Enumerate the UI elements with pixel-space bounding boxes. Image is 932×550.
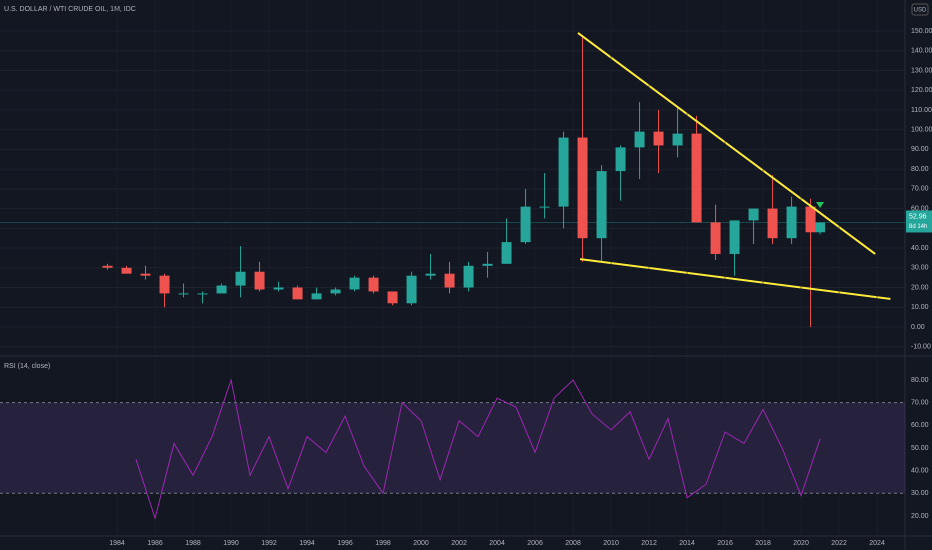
candle-body (615, 147, 626, 172)
x-tick-label: 2012 (641, 540, 657, 547)
candle-body (216, 285, 227, 294)
y-tick-label: 70.00 (911, 186, 929, 193)
candle-body (577, 137, 588, 239)
y-tick-label: 40.00 (911, 245, 929, 252)
candle-body (653, 131, 664, 146)
x-tick-label: 2004 (489, 540, 505, 547)
x-tick-label: 1996 (337, 540, 353, 547)
x-tick-label: 2016 (717, 540, 733, 547)
y-tick-label: 80.00 (911, 377, 929, 384)
candle-body (691, 133, 702, 223)
x-tick-label: 2020 (793, 540, 809, 547)
y-tick-label: 20.00 (911, 513, 929, 520)
y-tick-label: 150.00 (911, 28, 932, 35)
candle-body (729, 220, 740, 254)
candle-body (558, 137, 569, 207)
y-tick-label: 70.00 (911, 399, 929, 406)
candle-body (387, 291, 398, 304)
y-tick-label: 110.00 (911, 107, 932, 114)
y-tick-label: 120.00 (911, 87, 932, 94)
candle-body (805, 206, 816, 233)
candle-body (121, 267, 132, 274)
x-tick-label: 2010 (603, 540, 619, 547)
candle-body (197, 293, 208, 295)
x-tick-label: 1988 (185, 540, 201, 547)
candle-body (406, 275, 417, 304)
x-tick-label: 2022 (831, 540, 847, 547)
y-tick-label: 10.00 (911, 304, 929, 311)
chart-title: U.S. DOLLAR / WTI CRUDE OIL, 1M, IDC (4, 6, 136, 13)
currency[interactable]: USD (914, 8, 927, 14)
y-tick-label: 60.00 (911, 422, 929, 429)
y-tick-label: 30.00 (911, 265, 929, 272)
candle-body (634, 131, 645, 148)
x-tick-label: 1994 (299, 540, 315, 547)
candle-body (102, 265, 113, 268)
rsi-band (0, 402, 905, 494)
x-tick-label: 2000 (413, 540, 429, 547)
x-tick-label: 2006 (527, 540, 543, 547)
y-tick-label: 80.00 (911, 166, 929, 173)
x-tick-label: 2018 (755, 540, 771, 547)
y-tick-label: 90.00 (911, 146, 929, 153)
last-price-label: 52.96 (909, 213, 927, 220)
rsi-title: RSI (14, close) (4, 363, 50, 370)
candle-body (425, 273, 436, 276)
x-tick-label: 1998 (375, 540, 391, 547)
y-tick-label: 20.00 (911, 284, 929, 291)
candle-body (444, 273, 455, 288)
currency-box[interactable] (911, 3, 929, 16)
candle-body (330, 289, 341, 294)
x-tick-label: 1992 (261, 540, 277, 547)
last-price-box (906, 210, 932, 233)
candle-body (501, 242, 512, 264)
trendline (577, 32, 876, 255)
candle-body (254, 271, 265, 290)
y-tick-label: 50.00 (911, 445, 929, 452)
candle-body (463, 265, 474, 288)
x-tick-label: 1990 (223, 540, 239, 547)
candle-body (596, 171, 607, 239)
candle-body (178, 293, 189, 295)
rsi-line (135, 378, 821, 521)
candle-body (368, 277, 379, 292)
candle-body (140, 273, 151, 276)
candle-body (815, 222, 826, 233)
candle-body (672, 133, 683, 146)
y-tick-label: -10.00 (911, 344, 931, 351)
candle-body (786, 206, 797, 239)
x-tick-label: 2014 (679, 540, 695, 547)
y-tick-label: 30.00 (911, 490, 929, 497)
candle-body (273, 287, 284, 290)
candle-body (748, 208, 759, 221)
x-tick-label: 1986 (147, 540, 163, 547)
y-tick-label: 100.00 (911, 126, 932, 133)
candle-body (311, 293, 322, 300)
y-tick-label: 130.00 (911, 67, 932, 74)
y-tick-label: 40.00 (911, 467, 929, 474)
x-tick-label: 2008 (565, 540, 581, 547)
candle-body (292, 287, 303, 300)
candle-body (767, 208, 778, 239)
candle-body (520, 206, 531, 243)
candle-body (349, 277, 360, 290)
y-tick-label: 140.00 (911, 48, 932, 55)
y-tick-label: 60.00 (911, 205, 929, 212)
x-tick-label: 2024 (869, 540, 885, 547)
countdown-label: 8d 14h (909, 224, 927, 230)
x-tick-label: 2002 (451, 540, 467, 547)
x-tick-label: 1984 (109, 540, 125, 547)
y-tick-label: 0.00 (911, 324, 925, 331)
candle-body (710, 222, 721, 254)
candle-body (482, 263, 493, 266)
marker (816, 202, 825, 209)
candle-body (235, 271, 246, 286)
candle-body (539, 206, 550, 208)
candle-body (159, 275, 170, 294)
